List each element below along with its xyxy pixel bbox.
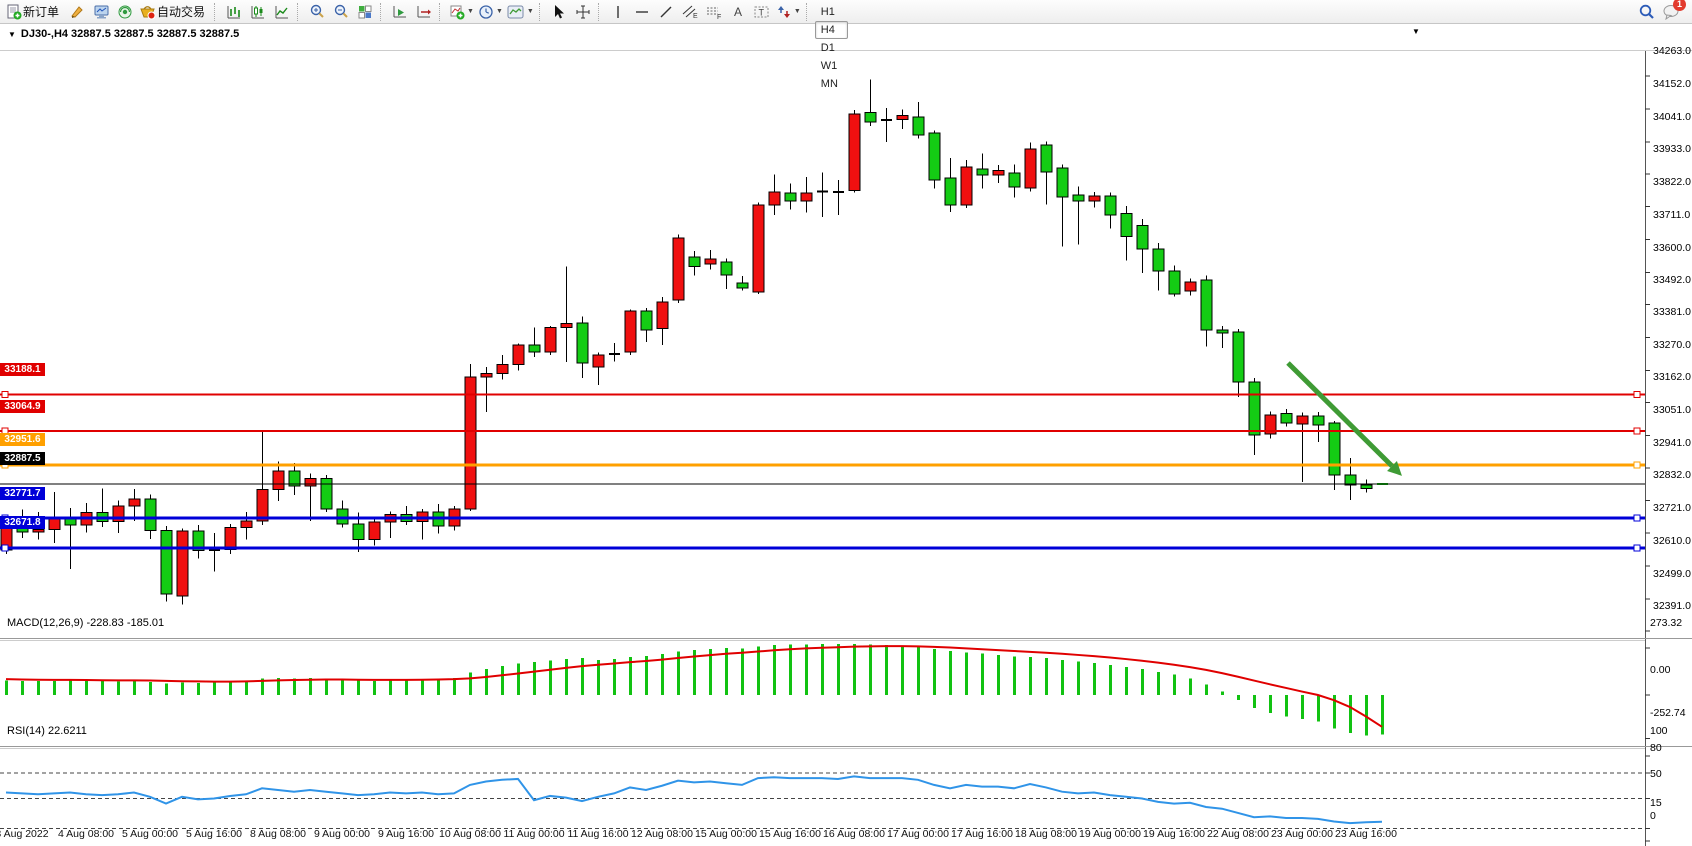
clock-icon bbox=[479, 4, 493, 19]
trendline-button[interactable] bbox=[655, 2, 677, 22]
dropdown-caret-icon: ▼ bbox=[526, 8, 534, 15]
market-watch-button[interactable] bbox=[90, 2, 112, 22]
dropdown-caret-icon: ▼ bbox=[793, 8, 801, 15]
timeframe-button-d1[interactable]: D1 bbox=[820, 41, 835, 54]
chart-window[interactable] bbox=[0, 25, 1692, 846]
templates-button[interactable]: ▼ bbox=[506, 2, 535, 22]
autotrade-icon bbox=[140, 5, 156, 19]
zoom-in-icon bbox=[310, 4, 324, 18]
indicators-button[interactable]: ▼ bbox=[448, 2, 475, 22]
horizontal-line-icon bbox=[635, 10, 648, 13]
arrow-shapes-icon bbox=[777, 5, 790, 18]
line-chart-button[interactable] bbox=[271, 2, 293, 22]
vertical-line-icon bbox=[617, 5, 619, 18]
text-icon: A bbox=[734, 5, 742, 19]
template-icon bbox=[507, 5, 524, 18]
cursor-button[interactable] bbox=[548, 2, 570, 22]
fibonacci-icon: F bbox=[706, 7, 721, 20]
tile-windows-button[interactable] bbox=[354, 2, 376, 22]
signal-globe-icon bbox=[118, 5, 132, 18]
search-button[interactable] bbox=[1636, 2, 1658, 22]
text-label-icon: T bbox=[754, 6, 769, 17]
line-chart-icon bbox=[275, 5, 289, 18]
auto-scroll-button[interactable] bbox=[389, 2, 411, 22]
crayon-icon bbox=[71, 5, 83, 18]
bar-chart-button[interactable] bbox=[223, 2, 245, 22]
svg-text:A: A bbox=[734, 5, 742, 19]
toolbar-separator bbox=[439, 2, 444, 21]
new-order-label: 新订单 bbox=[23, 5, 60, 19]
new-order-icon bbox=[7, 4, 22, 19]
timeframe-button-mn[interactable]: MN bbox=[820, 77, 838, 90]
bar-chart-icon bbox=[227, 5, 241, 18]
zoom-out-button[interactable] bbox=[330, 2, 352, 22]
fibonacci-button[interactable]: F bbox=[703, 2, 725, 22]
text-label-button[interactable]: T bbox=[751, 2, 773, 22]
toolbar-separator bbox=[538, 2, 544, 21]
toolbar-separator bbox=[297, 2, 302, 21]
chart-canvas[interactable] bbox=[0, 25, 1692, 846]
candlestick-chart-icon bbox=[251, 5, 265, 18]
vertical-line-button[interactable] bbox=[607, 2, 629, 22]
candlestick-chart-button[interactable] bbox=[247, 2, 269, 22]
chat-button[interactable]: 1 bbox=[1660, 0, 1686, 22]
toolbar-separator bbox=[214, 2, 219, 21]
periods-button[interactable]: ▼ bbox=[477, 2, 504, 22]
dropdown-caret-icon: ▼ bbox=[467, 8, 474, 15]
timeframe-button-h1[interactable]: H1 bbox=[820, 5, 835, 18]
svg-text:T: T bbox=[758, 7, 764, 17]
cursor-icon bbox=[555, 4, 565, 18]
crosshair-icon bbox=[576, 5, 590, 18]
arrows-button[interactable]: ▼ bbox=[775, 2, 802, 22]
svg-text:E: E bbox=[693, 13, 698, 20]
monitor-icon bbox=[94, 5, 109, 18]
toolbar-separator bbox=[597, 2, 603, 21]
main-toolbar: 新订单 bbox=[0, 0, 1692, 90]
equidistant-channel-icon: E bbox=[682, 5, 698, 20]
dropdown-caret-icon: ▼ bbox=[495, 8, 503, 15]
chart-shift-icon bbox=[417, 5, 432, 17]
timeframe-group: M1M5M15M30H1H4D1W1MN bbox=[814, 0, 849, 93]
timeframe-button-h4[interactable]: H4 bbox=[814, 20, 849, 39]
text-button[interactable]: A bbox=[727, 2, 749, 22]
auto-scroll-icon bbox=[393, 5, 407, 17]
horizontal-line-button[interactable] bbox=[631, 2, 653, 22]
svg-text:F: F bbox=[717, 14, 721, 20]
trendline-icon bbox=[660, 6, 672, 17]
tile-windows-icon bbox=[358, 5, 372, 18]
autotrade-button[interactable]: 自动交易 bbox=[138, 2, 210, 22]
chart-shift-button[interactable] bbox=[413, 2, 435, 22]
styler-button[interactable] bbox=[66, 2, 88, 22]
indicators-icon bbox=[450, 5, 465, 19]
zoom-out-icon bbox=[334, 4, 348, 18]
zoom-in-button[interactable] bbox=[306, 2, 328, 22]
toolbar-separator bbox=[380, 2, 385, 21]
timeframe-button-w1[interactable]: W1 bbox=[820, 59, 838, 72]
crosshair-button[interactable] bbox=[572, 2, 594, 22]
toolbar-separator bbox=[805, 2, 811, 21]
notification-badge: 1 bbox=[1673, 0, 1686, 11]
toolbar-right-group: 1 bbox=[1635, 0, 1688, 22]
channel-button[interactable]: E bbox=[679, 2, 701, 22]
new-order-button[interactable]: 新订单 bbox=[5, 2, 64, 22]
autotrade-label: 自动交易 bbox=[157, 5, 206, 19]
navigator-button[interactable] bbox=[114, 2, 136, 22]
search-icon bbox=[1639, 4, 1654, 19]
